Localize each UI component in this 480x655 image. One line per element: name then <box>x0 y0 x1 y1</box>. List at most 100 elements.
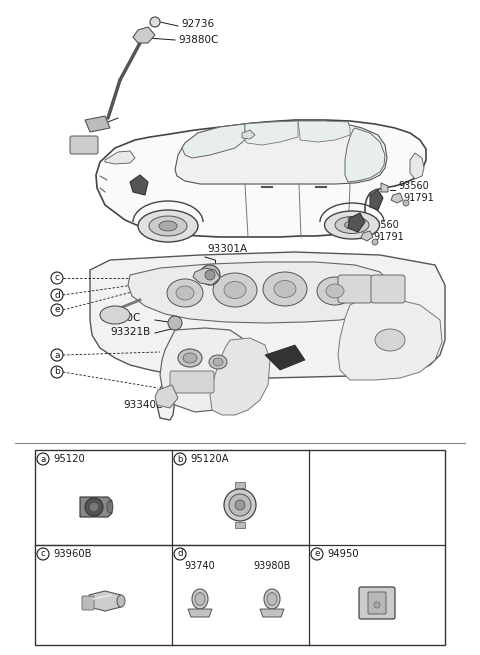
Ellipse shape <box>263 272 307 306</box>
Text: 95120: 95120 <box>53 454 85 464</box>
Circle shape <box>229 494 251 516</box>
Circle shape <box>403 200 409 206</box>
Ellipse shape <box>107 501 113 513</box>
FancyBboxPatch shape <box>338 275 372 303</box>
Text: 91791: 91791 <box>373 232 404 242</box>
Text: a: a <box>40 455 46 464</box>
Polygon shape <box>348 216 358 226</box>
Ellipse shape <box>375 329 405 351</box>
FancyBboxPatch shape <box>368 592 386 614</box>
Polygon shape <box>370 190 383 210</box>
Polygon shape <box>130 175 148 195</box>
Text: e: e <box>54 305 60 314</box>
Polygon shape <box>188 609 212 617</box>
Ellipse shape <box>345 221 360 229</box>
Text: b: b <box>177 455 183 464</box>
Polygon shape <box>175 121 387 184</box>
Bar <box>235 522 245 528</box>
Text: 95120A: 95120A <box>190 454 228 464</box>
Ellipse shape <box>117 595 125 607</box>
Circle shape <box>85 498 103 516</box>
Polygon shape <box>348 213 365 232</box>
Ellipse shape <box>274 280 296 297</box>
Polygon shape <box>89 591 121 611</box>
Polygon shape <box>298 121 350 142</box>
FancyBboxPatch shape <box>170 371 214 393</box>
Polygon shape <box>85 116 110 132</box>
Circle shape <box>372 239 378 245</box>
Polygon shape <box>260 609 284 617</box>
Ellipse shape <box>335 217 369 233</box>
Ellipse shape <box>213 273 257 307</box>
Polygon shape <box>90 252 445 420</box>
Text: 93960B: 93960B <box>53 549 92 559</box>
Polygon shape <box>410 153 424 179</box>
Polygon shape <box>265 345 305 370</box>
Ellipse shape <box>149 216 187 236</box>
Ellipse shape <box>195 593 205 605</box>
Text: 93321B: 93321B <box>110 327 150 337</box>
Bar <box>235 482 245 488</box>
Circle shape <box>200 265 220 285</box>
Circle shape <box>168 316 182 330</box>
Text: 93760C: 93760C <box>100 313 140 323</box>
Polygon shape <box>361 231 373 241</box>
Circle shape <box>150 17 160 27</box>
Polygon shape <box>128 262 390 323</box>
Ellipse shape <box>224 282 246 299</box>
Polygon shape <box>160 328 248 412</box>
Text: 93301A: 93301A <box>207 244 247 254</box>
Text: d: d <box>54 291 60 299</box>
FancyBboxPatch shape <box>70 136 98 154</box>
Polygon shape <box>338 298 442 380</box>
Polygon shape <box>105 151 135 164</box>
Text: a: a <box>54 350 60 360</box>
Ellipse shape <box>100 306 130 324</box>
Ellipse shape <box>209 355 227 369</box>
Polygon shape <box>210 338 270 415</box>
Ellipse shape <box>264 589 280 609</box>
Circle shape <box>374 602 380 608</box>
Text: c: c <box>55 274 60 282</box>
Ellipse shape <box>267 593 277 605</box>
Ellipse shape <box>138 210 198 242</box>
Ellipse shape <box>192 589 208 609</box>
Circle shape <box>89 502 99 512</box>
Text: 94950: 94950 <box>327 549 359 559</box>
Ellipse shape <box>178 349 202 367</box>
Polygon shape <box>155 385 178 408</box>
Polygon shape <box>242 130 255 139</box>
Polygon shape <box>245 121 298 145</box>
Polygon shape <box>96 120 426 237</box>
Text: b: b <box>54 367 60 377</box>
Ellipse shape <box>183 353 197 363</box>
Bar <box>35 450 445 645</box>
Ellipse shape <box>167 279 203 307</box>
Polygon shape <box>381 183 388 192</box>
FancyBboxPatch shape <box>371 275 405 303</box>
Text: 92736: 92736 <box>181 19 214 29</box>
Polygon shape <box>133 27 155 43</box>
Circle shape <box>235 500 245 510</box>
Ellipse shape <box>213 358 223 366</box>
Circle shape <box>224 489 256 521</box>
Polygon shape <box>80 497 112 517</box>
Text: 93340E: 93340E <box>123 400 163 410</box>
Polygon shape <box>182 124 245 158</box>
FancyBboxPatch shape <box>82 596 94 610</box>
Text: 91791: 91791 <box>403 193 434 203</box>
Text: 93560: 93560 <box>368 220 399 230</box>
Text: d: d <box>177 550 183 559</box>
Circle shape <box>205 270 215 280</box>
FancyBboxPatch shape <box>359 587 395 619</box>
Ellipse shape <box>324 211 380 239</box>
Text: 93560: 93560 <box>398 181 429 191</box>
Ellipse shape <box>317 277 353 305</box>
Ellipse shape <box>176 286 194 300</box>
Polygon shape <box>193 268 220 285</box>
Text: c: c <box>41 550 46 559</box>
Ellipse shape <box>159 221 177 231</box>
Text: 93980B: 93980B <box>253 561 291 571</box>
Text: 93740: 93740 <box>185 561 216 571</box>
Text: e: e <box>314 550 320 559</box>
